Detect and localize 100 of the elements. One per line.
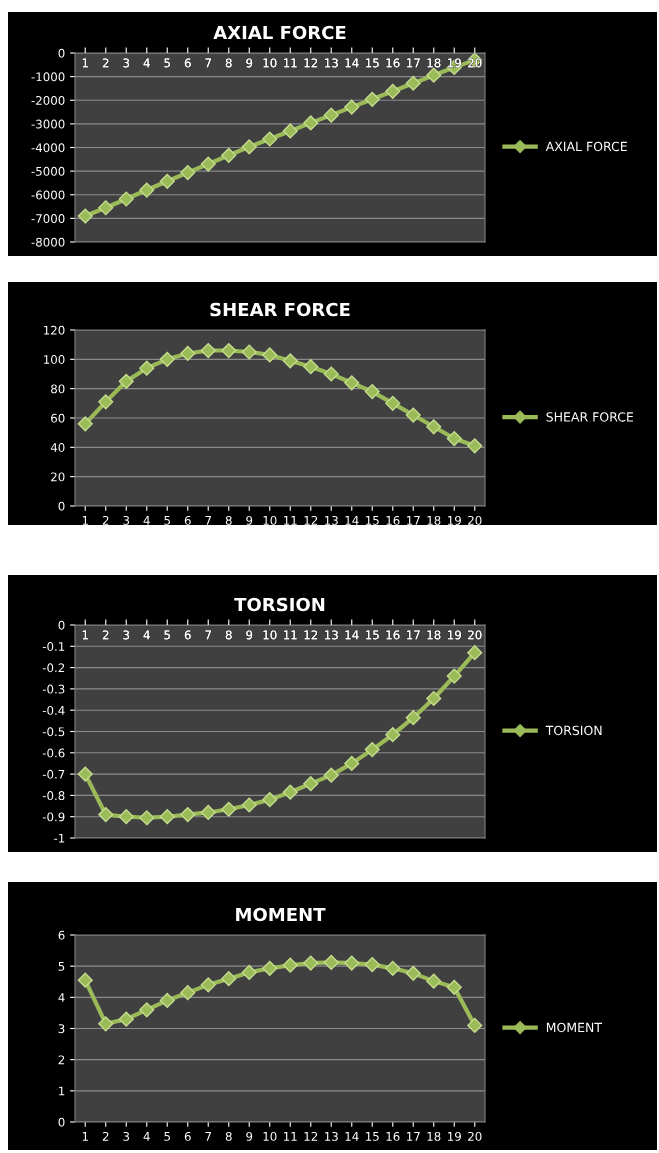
y-tick-label: -0.4 <box>42 705 65 715</box>
x-tick-label: 5 <box>164 630 170 640</box>
point <box>180 164 196 181</box>
y-tick-label: 80 <box>51 384 65 394</box>
point <box>303 115 319 131</box>
x-tick-label: 2 <box>102 58 109 68</box>
point <box>221 971 237 987</box>
point <box>118 809 134 825</box>
point <box>344 755 360 772</box>
x-tick-label: 7 <box>205 1132 211 1141</box>
x-tick-label: 10 <box>263 630 277 640</box>
y-tick-label: -0.7 <box>42 769 65 779</box>
point <box>262 792 278 808</box>
point <box>364 957 380 973</box>
point <box>323 954 339 970</box>
point <box>303 776 319 792</box>
y-tick-label: -3000 <box>31 119 65 129</box>
x-tick-label: 15 <box>366 516 379 525</box>
point <box>262 347 278 363</box>
point <box>98 200 114 216</box>
point <box>159 351 175 367</box>
x-tick-label: 18 <box>427 515 441 525</box>
x-tick-label: 6 <box>184 1131 191 1141</box>
x-tick-label: 14 <box>345 1132 359 1141</box>
x-tick-label: 1 <box>82 630 88 640</box>
x-tick-label: 13 <box>325 1131 338 1141</box>
x-tick-label: 10 <box>263 515 277 525</box>
x-tick-label: 19 <box>448 1131 461 1141</box>
x-tick-label: 15 <box>366 58 379 68</box>
point <box>98 394 114 410</box>
y-tick-label: -0.9 <box>42 812 65 822</box>
x-tick-label: 17 <box>407 58 420 68</box>
y-tick-label: 4 <box>58 993 65 1002</box>
x-tick-label: 12 <box>304 1131 318 1141</box>
legend-label: MOMENT <box>546 1022 603 1033</box>
x-tick-label: 16 <box>386 630 400 640</box>
y-tick-label: 120 <box>44 325 65 335</box>
chart-title: MOMENT <box>236 907 326 922</box>
point <box>426 67 442 83</box>
point <box>282 123 298 139</box>
point <box>323 767 339 783</box>
x-tick-label: 3 <box>123 58 130 68</box>
point <box>385 960 401 976</box>
point <box>385 83 401 99</box>
x-tick-label: 7 <box>205 58 211 68</box>
point <box>180 345 196 362</box>
chart-title: AXIAL FORCE <box>213 25 346 40</box>
point <box>118 191 134 207</box>
point <box>200 342 216 359</box>
x-tick-label: 20 <box>468 1131 482 1141</box>
point <box>200 156 216 172</box>
x-tick-label: 14 <box>345 630 359 640</box>
point <box>159 809 175 825</box>
x-tick-label: 9 <box>246 1131 253 1141</box>
point <box>323 107 339 123</box>
x-tick-label: 3 <box>123 515 130 525</box>
y-tick-label: -2000 <box>31 95 65 105</box>
x-tick-label: 17 <box>407 630 420 640</box>
point <box>77 416 93 432</box>
point <box>344 955 360 971</box>
legend-label: SHEAR FORCE <box>546 412 634 422</box>
chart-title: SHEAR FORCE <box>210 302 350 317</box>
legend-label: TORSION <box>545 725 602 736</box>
point <box>180 985 196 1001</box>
x-tick-label: 10 <box>263 1131 277 1141</box>
y-tick-label: -0.6 <box>42 748 65 758</box>
point <box>98 1016 114 1032</box>
x-tick-label: 2 <box>102 630 109 640</box>
point <box>180 806 196 823</box>
x-tick-label: 8 <box>225 58 232 68</box>
point <box>426 973 442 989</box>
y-tick-label: 5 <box>58 962 65 971</box>
x-tick-label: 4 <box>143 58 150 68</box>
x-tick-label: 7 <box>205 630 211 640</box>
point <box>241 964 257 980</box>
x-tick-label: 13 <box>325 630 338 640</box>
y-tick-label: 60 <box>51 413 65 423</box>
point <box>467 645 483 661</box>
point <box>405 407 421 423</box>
y-tick-label: -7000 <box>31 214 65 224</box>
x-tick-label: 17 <box>407 1132 420 1141</box>
y-tick-label: 20 <box>51 472 65 482</box>
x-tick-label: 6 <box>184 630 191 640</box>
x-tick-label: 7 <box>205 516 211 525</box>
point <box>344 99 360 115</box>
x-tick-label: 16 <box>386 1131 400 1141</box>
point <box>139 1002 155 1018</box>
x-tick-label: 11 <box>284 1132 297 1141</box>
point <box>139 182 155 198</box>
point <box>241 344 257 360</box>
x-tick-label: 20 <box>468 515 482 525</box>
x-tick-label: 14 <box>345 516 359 525</box>
y-tick-label: 40 <box>50 443 65 452</box>
y-tick-label: -0.1 <box>42 642 65 651</box>
x-tick-label: 9 <box>246 515 253 525</box>
point <box>364 384 380 400</box>
x-tick-label: 1 <box>82 58 88 68</box>
x-tick-label: 9 <box>246 630 253 640</box>
x-tick-label: 10 <box>263 58 277 68</box>
point <box>159 173 175 189</box>
